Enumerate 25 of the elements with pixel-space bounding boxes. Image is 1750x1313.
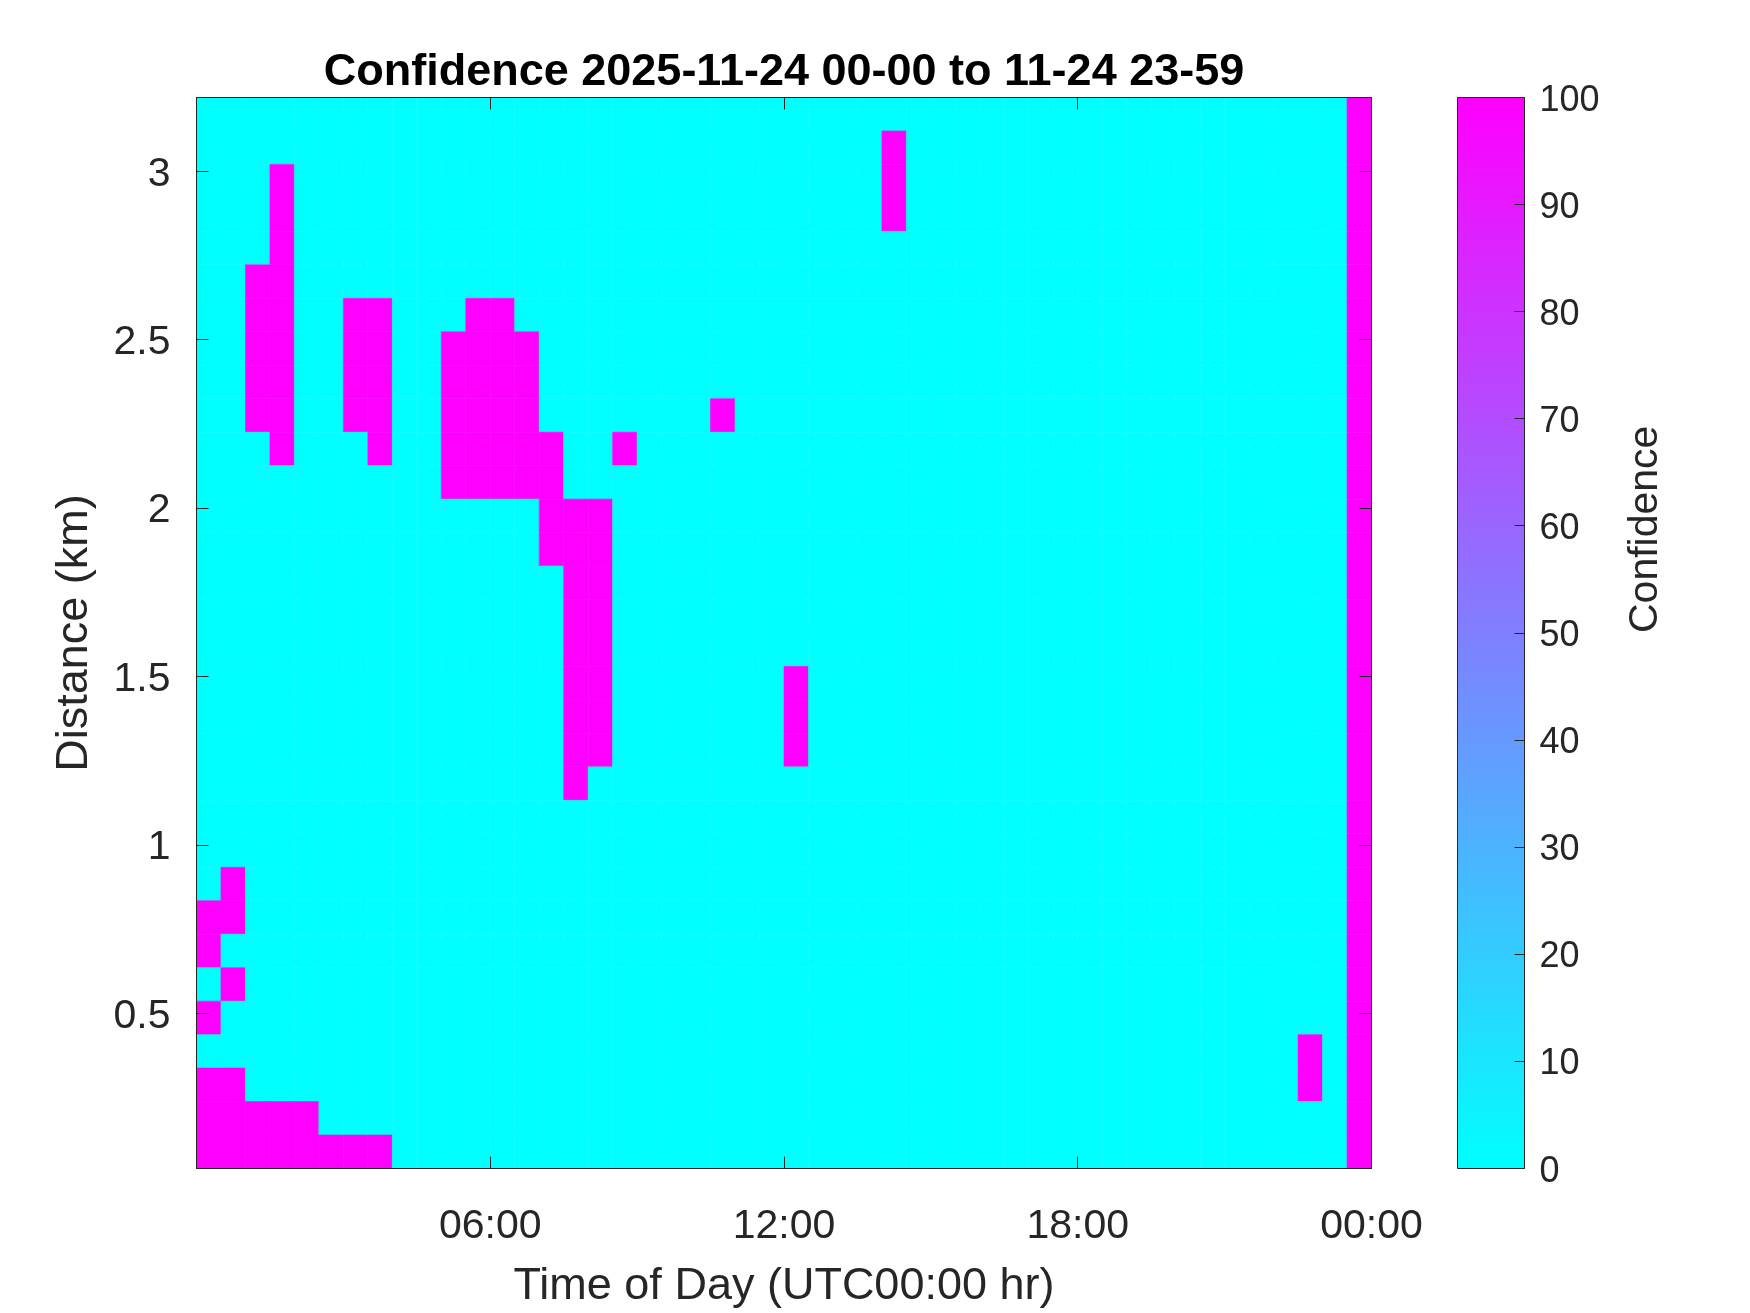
y-tick-label: 3 bbox=[147, 148, 171, 195]
color-bar-label: 10 bbox=[1539, 1041, 1580, 1083]
color-bar-label: 60 bbox=[1539, 505, 1580, 547]
chart-title: Confidence 2025-11-24 00-00 to 11-24 23-59 bbox=[323, 43, 1245, 95]
color-bar-label: 90 bbox=[1539, 184, 1580, 226]
y-axis-title: Distance (km) bbox=[45, 494, 97, 772]
color-bar-label: 0 bbox=[1539, 1148, 1560, 1190]
color-bar-label: 80 bbox=[1539, 291, 1580, 333]
color-bar-label: 40 bbox=[1539, 720, 1580, 762]
y-tick-label: 1.5 bbox=[113, 653, 171, 700]
color-bar-label: 20 bbox=[1539, 934, 1580, 976]
color-bar-title: Confidence bbox=[1619, 425, 1666, 633]
color-bar-label: 70 bbox=[1539, 398, 1580, 440]
color-bar-label: 30 bbox=[1539, 827, 1580, 869]
x-axis-title: Time of Day (UTC00:00 hr) bbox=[513, 1257, 1055, 1309]
x-tick-label: 00:00 bbox=[1320, 1200, 1423, 1247]
y-tick-label: 0.5 bbox=[113, 990, 171, 1037]
color-bar-label: 50 bbox=[1539, 613, 1580, 654]
x-tick-label: 06:00 bbox=[438, 1200, 542, 1247]
x-tick-label: 18:00 bbox=[1026, 1200, 1130, 1247]
y-tick-label: 2.5 bbox=[113, 316, 171, 363]
y-tick-label: 2 bbox=[147, 485, 171, 532]
color-bar-label: 100 bbox=[1539, 77, 1600, 119]
x-tick-label: 12:00 bbox=[732, 1200, 836, 1247]
y-tick-label: 1 bbox=[147, 822, 171, 869]
